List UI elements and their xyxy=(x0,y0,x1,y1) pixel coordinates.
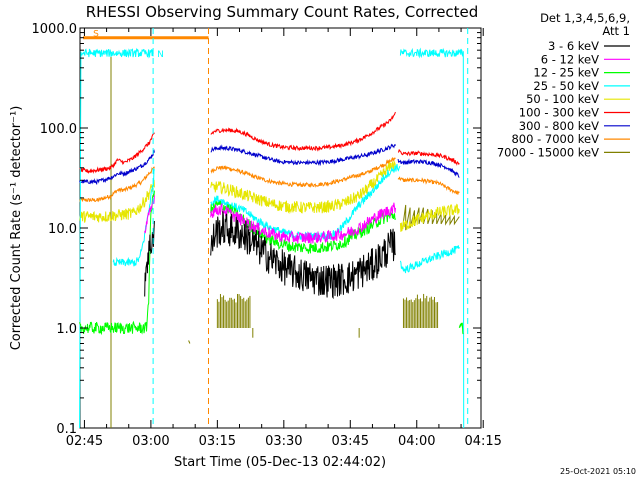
series-line xyxy=(79,190,155,336)
legend-label: 800 - 7000 keV xyxy=(511,132,599,146)
series-line xyxy=(210,111,396,152)
y-tick-label: 0.1 xyxy=(56,422,77,437)
y-axis-label: Corrected Count Rate (s⁻¹ detector⁻¹) xyxy=(9,106,24,351)
series-line xyxy=(144,220,155,297)
x-tick-label: 04:00 xyxy=(398,434,435,449)
legend-header-detectors: Det 1,3,4,5,6,9, xyxy=(540,11,630,25)
chart-title: RHESSI Observing Summary Count Rates, Co… xyxy=(86,3,479,21)
series-line xyxy=(79,132,155,174)
legend-label: 7000 - 15000 keV xyxy=(497,145,599,159)
series-line xyxy=(210,202,396,244)
legend-label: 25 - 50 keV xyxy=(533,79,599,93)
y-tick-label: 10.0 xyxy=(48,222,77,237)
x-axis-label: Start Time (05-Dec-13 02:44:02) xyxy=(174,455,386,470)
y-axis: 0.1 1.0 10.0 100.0 1000.0 xyxy=(32,22,481,437)
series-3to6keV xyxy=(144,211,396,300)
y-tick-label: 100.0 xyxy=(40,122,77,137)
attenuator-flag: S xyxy=(93,30,99,40)
series-50to100keV xyxy=(79,160,460,232)
series-line xyxy=(79,166,155,203)
series-line xyxy=(210,211,396,300)
series-line xyxy=(188,340,191,344)
y-tick-label: 1000.0 xyxy=(32,22,78,37)
series-line xyxy=(79,47,154,429)
series-line xyxy=(79,149,155,186)
legend-label: 6 - 12 keV xyxy=(541,52,599,66)
spike-bursts xyxy=(216,293,439,338)
legend-label: 300 - 800 keV xyxy=(519,119,599,133)
y-tick-label: 1.0 xyxy=(56,322,77,337)
plot-area: SN xyxy=(79,27,482,429)
timestamp: 25-Oct-2021 05:10 xyxy=(560,467,636,476)
legend-label: 100 - 300 keV xyxy=(519,106,599,120)
night-flag: N xyxy=(157,50,164,60)
series-line xyxy=(458,322,464,335)
plot-frame xyxy=(79,27,482,429)
legend-label: 50 - 100 keV xyxy=(526,92,599,106)
series-line xyxy=(210,160,396,214)
series-6to12keV xyxy=(144,195,396,244)
series-line xyxy=(399,245,460,274)
series-line xyxy=(399,47,465,429)
legend-label: 3 - 6 keV xyxy=(548,39,599,53)
legend-header-attenuator: Att 1 xyxy=(602,24,630,38)
series-line xyxy=(399,203,460,232)
series-100to300keV xyxy=(79,111,460,174)
series-line xyxy=(210,156,396,188)
x-tick-label: 02:45 xyxy=(66,434,103,449)
series-line xyxy=(210,163,401,242)
x-axis: 02:45 03:00 03:15 03:30 03:45 04:00 04:15 xyxy=(66,28,502,449)
series-line xyxy=(79,179,155,223)
x-tick-label: 03:00 xyxy=(132,434,169,449)
x-tick-label: 03:30 xyxy=(265,434,302,449)
series-300to800keV xyxy=(79,143,460,186)
x-tick-label: 03:45 xyxy=(332,434,369,449)
series-line xyxy=(398,149,460,166)
series-line xyxy=(397,176,460,195)
x-tick-label: 03:15 xyxy=(199,434,236,449)
legend-label: 12 - 25 keV xyxy=(533,66,599,80)
x-tick-label: 04:15 xyxy=(464,434,501,449)
series-line xyxy=(210,143,396,167)
series-800to7000keV xyxy=(79,156,460,203)
series-line xyxy=(397,158,460,178)
